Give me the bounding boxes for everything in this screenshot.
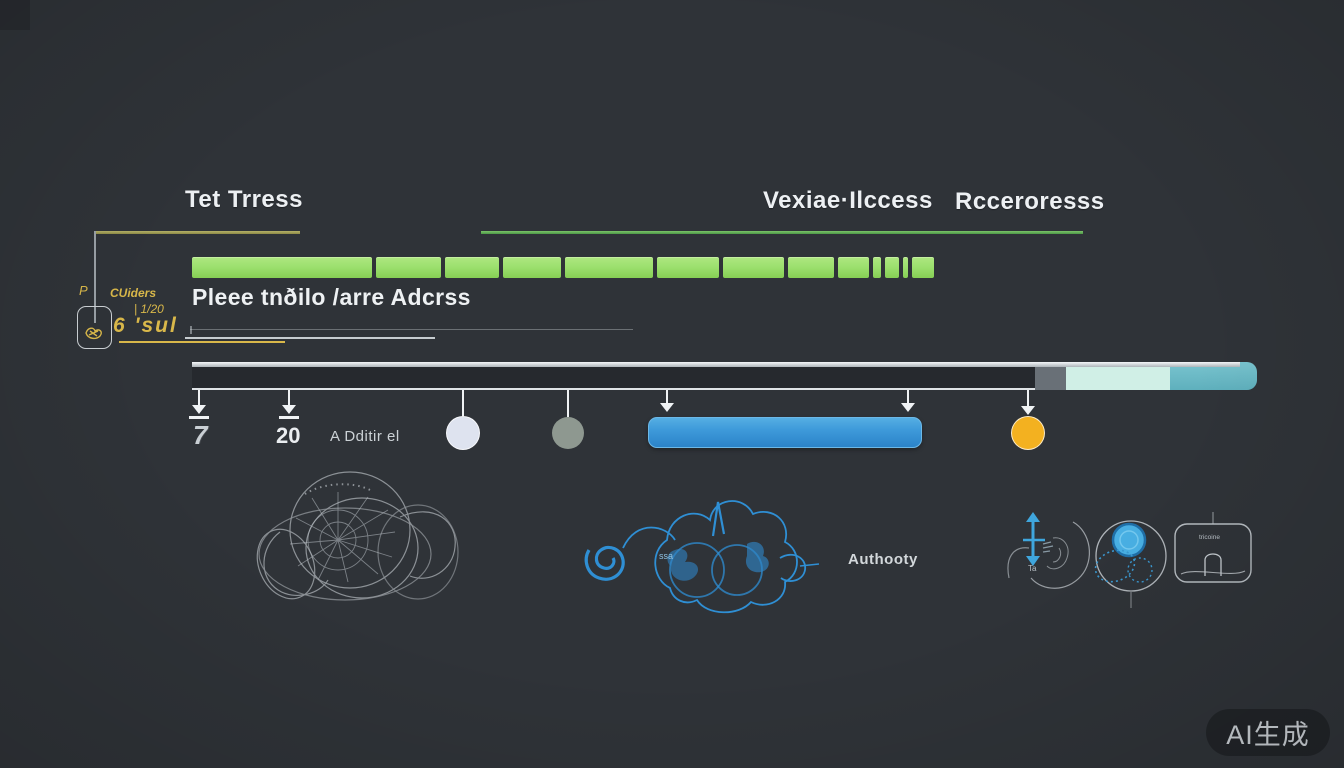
green-bar-segment [838, 257, 869, 278]
timeline-label-7: 7 [193, 420, 208, 450]
olive-underline [95, 231, 300, 234]
timeline-label-detail: A Dditir el [330, 428, 400, 445]
timeline-node[interactable] [1011, 416, 1045, 450]
timeline-node[interactable] [446, 416, 480, 450]
thin-rule-long [190, 326, 633, 334]
green-bar-segment [912, 257, 934, 278]
timeline-label-20: 20 [276, 423, 301, 448]
annotation-badge-icon[interactable] [77, 306, 112, 349]
timeline-drop-line [665, 390, 669, 403]
timeline-drop-line [566, 390, 570, 417]
scribble-web-sketch [250, 462, 460, 610]
green-bar-segment [445, 257, 499, 278]
timeline-node[interactable] [552, 417, 584, 449]
title-left: Tet Trress [185, 186, 303, 213]
green-underline [481, 231, 1083, 234]
arrow-down-icon [901, 403, 915, 412]
timeline-drop-line [461, 390, 465, 416]
timeline-drop-line [287, 390, 291, 405]
green-bar-segment [885, 257, 899, 278]
cloud-inner-text: ssa [659, 551, 673, 561]
icon3-text: tricoine [1199, 534, 1220, 541]
ai-watermark: AI生成 [1206, 709, 1330, 756]
progress-segment-gray [1035, 367, 1066, 390]
annotation-line1: CUiders [110, 286, 157, 300]
icon1-text: Ta [1028, 564, 1037, 573]
updown-arrows-icon[interactable]: Ta [1007, 512, 1090, 589]
green-bar-segment [903, 257, 908, 278]
arrow-down-icon [660, 403, 674, 412]
green-bar-segment [565, 257, 653, 278]
green-bar-segment [503, 257, 561, 278]
annotation-underline [119, 341, 285, 343]
annotation-line3: 6 'sul [113, 314, 178, 337]
green-bar-segment [873, 257, 881, 278]
timeline-drop-line [1026, 390, 1030, 406]
arrow-base-bar [279, 416, 299, 419]
arrow-down-icon [282, 405, 296, 414]
green-bar-segment [376, 257, 441, 278]
green-bar-segment [788, 257, 834, 278]
title-middle: Vexiae·Ilccess [763, 187, 933, 214]
card-marker-icon[interactable]: tricoine [1174, 512, 1252, 583]
authority-label: Authooty [848, 551, 918, 568]
arrow-base-bar [189, 416, 209, 419]
timeline-drop-line [197, 390, 201, 405]
address-text: Pleee tnðilo /arre Adcrss [192, 284, 471, 310]
arrow-down-icon [192, 405, 206, 414]
green-bar-segment [723, 257, 784, 278]
arrow-down-icon [1021, 406, 1035, 415]
progress-track-dark [192, 367, 1035, 390]
blue-dot-circle-icon[interactable] [1091, 520, 1167, 608]
green-segmented-bar [0, 257, 1344, 278]
squiggle-icon [85, 327, 102, 340]
scribble-web-icon [256, 471, 459, 601]
title-right: Rcceroresss [955, 188, 1105, 215]
blue-cloud-sketch: ssa [575, 488, 835, 623]
green-bar-segment [657, 257, 719, 278]
progress-top-stripe [192, 362, 1240, 367]
annotation-p-mark: P [79, 283, 88, 298]
bracket-vertical-line [94, 231, 96, 323]
icon-trio-svg: Ta tricoine [1007, 512, 1252, 608]
icon-trio: Ta tricoine [1003, 508, 1258, 613]
thin-rule-bright [185, 337, 435, 339]
timeline-blue-pill-button[interactable] [648, 417, 922, 448]
annotation-line2: | 1/20 [134, 302, 164, 316]
timeline-drop-line [906, 390, 910, 403]
green-bar-segment [192, 257, 372, 278]
cloud-spiral-icon: ssa [584, 500, 820, 614]
corner-square [0, 0, 30, 30]
